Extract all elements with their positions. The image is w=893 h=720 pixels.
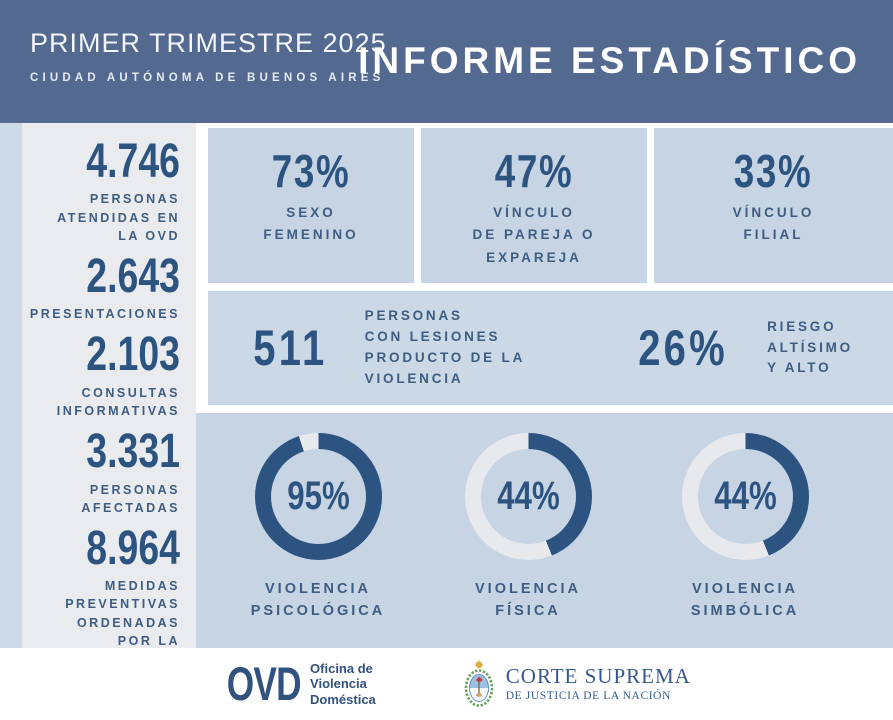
- corte-suprema-logo: CORTE SUPREMA DE JUSTICIA DE LA NACIÓN: [462, 659, 691, 709]
- stat-presentaciones: 2.643 PRESENTACIONES: [28, 249, 180, 324]
- highlight-label: VÍNCULO FILIAL: [732, 205, 815, 243]
- stat-value: 2.103: [86, 328, 180, 382]
- header-left: PRIMER TRIMESTRE 2025 CIUDAD AUTÓNOMA DE…: [30, 28, 387, 84]
- donut-section: 95% VIOLENCIA PSICOLÓGICA 44% VIOLENCIA …: [196, 413, 893, 648]
- court-name: CORTE SUPREMA: [505, 664, 691, 688]
- stat-label: PERSONAS AFECTADAS: [81, 482, 180, 515]
- argentina-coat-of-arms-icon: [464, 660, 494, 707]
- stat-value: 4.746: [86, 135, 180, 188]
- band-label: PERSONAS CON LESIONES PRODUCTO DE LA VIO…: [364, 308, 526, 386]
- ovd-acronym: OVD: [226, 656, 302, 710]
- court-subtitle: DE JUSTICIA DE LA NACIÓN: [505, 690, 671, 702]
- highlight-vinculo-filial: 33% VÍNCULO FILIAL: [654, 128, 893, 283]
- donut-chart: 44%: [681, 433, 809, 560]
- sidebar-stats: 4.746 PERSONAS ATENDIDAS EN LA OVD 2.643…: [22, 123, 196, 682]
- highlight-value: 73%: [271, 145, 351, 197]
- stat-label: CONSULTAS INFORMATIVAS: [56, 385, 180, 418]
- highlight-value: 33%: [734, 145, 813, 197]
- stat-value: 3.331: [86, 425, 180, 479]
- donut-violencia-psicologica: 95% VIOLENCIA PSICOLÓGICA: [218, 433, 418, 623]
- stat-label: PERSONAS ATENDIDAS EN LA OVD: [57, 192, 180, 243]
- ovd-logo: OVD Oficina de Violencia Doméstica: [202, 656, 376, 710]
- middle-band: 511 PERSONAS CON LESIONES PRODUCTO DE LA…: [208, 291, 893, 405]
- corte-suprema-text: CORTE SUPREMA DE JUSTICIA DE LA NACIÓN: [505, 664, 691, 703]
- donut-chart: 44%: [464, 433, 592, 560]
- highlight-vinculo-pareja: 47% VÍNCULO DE PAREJA O EXPAREJA: [421, 128, 647, 283]
- donut-percent: 44%: [713, 474, 777, 518]
- donut-label: VIOLENCIA FÍSICA: [475, 581, 581, 620]
- donut-label: VIOLENCIA SIMBÓLICA: [690, 581, 800, 620]
- report-city: CIUDAD AUTÓNOMA DE BUENOS AIRES: [30, 72, 385, 84]
- highlight-value: 47%: [494, 145, 574, 197]
- band-value: 511: [253, 320, 328, 376]
- stat-lesiones: 511 PERSONAS CON LESIONES PRODUCTO DE LA…: [244, 306, 525, 390]
- highlight-label: SEXO FEMENINO: [263, 205, 359, 243]
- donut-chart: 95%: [254, 433, 382, 560]
- stat-personas-afectadas: 3.331 PERSONAS AFECTADAS: [28, 425, 180, 517]
- highlight-label: VÍNCULO DE PAREJA O EXPAREJA: [472, 205, 596, 265]
- stat-riesgo: 26% RIESGO ALTÍSIMO Y ALTO: [627, 317, 853, 380]
- donut-violencia-simbolica: 44% VIOLENCIA SIMBÓLICA: [645, 433, 845, 623]
- stat-personas-atendidas: 4.746 PERSONAS ATENDIDAS EN LA OVD: [28, 135, 180, 245]
- stat-value: 2.643: [86, 249, 180, 303]
- highlight-sexo-femenino: 73% SEXO FEMENINO: [208, 128, 414, 283]
- left-accent-band: [0, 123, 22, 648]
- page-title: INFORME ESTADÍSTICO: [358, 40, 861, 81]
- donut-label: VIOLENCIA PSICOLÓGICA: [250, 581, 386, 620]
- donut-percent: 44%: [496, 474, 560, 518]
- stat-medidas-preventivas: 8.964 MEDIDAS PREVENTIVAS ORDENADAS POR …: [28, 521, 180, 668]
- stat-consultas-informativas: 2.103 CONSULTAS INFORMATIVAS: [28, 330, 180, 420]
- stat-label: PRESENTACIONES: [29, 307, 180, 322]
- band-value: 26%: [638, 319, 728, 376]
- footer: OVD Oficina de Violencia Doméstica: [0, 648, 893, 720]
- ovd-logo-text: Oficina de Violencia Doméstica: [310, 661, 376, 707]
- report-period: PRIMER TRIMESTRE 2025: [30, 28, 387, 58]
- highlight-row: 73% SEXO FEMENINO 47% VÍNCULO DE PAREJA …: [208, 128, 893, 283]
- donut-percent: 95%: [286, 474, 350, 518]
- stat-value: 8.964: [86, 521, 180, 575]
- header: PRIMER TRIMESTRE 2025 CIUDAD AUTÓNOMA DE…: [0, 0, 893, 123]
- donut-violencia-fisica: 44% VIOLENCIA FÍSICA: [428, 433, 628, 623]
- band-label: RIESGO ALTÍSIMO Y ALTO: [767, 318, 853, 376]
